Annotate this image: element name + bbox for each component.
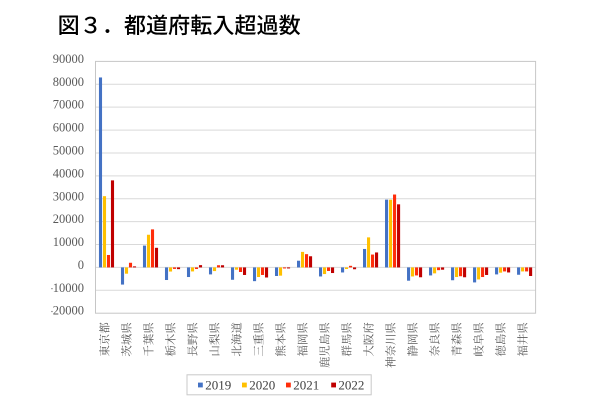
svg-text:2020: 2020 — [249, 377, 275, 392]
svg-text:40000: 40000 — [53, 166, 84, 180]
svg-text:0: 0 — [78, 258, 84, 272]
svg-text:20000: 20000 — [53, 212, 84, 226]
svg-text:10000: 10000 — [53, 281, 84, 295]
svg-text:50000: 50000 — [53, 143, 84, 157]
svg-text:20000: 20000 — [53, 304, 84, 318]
svg-text:60000: 60000 — [53, 121, 84, 135]
svg-text:2019: 2019 — [205, 377, 231, 392]
svg-text:2021: 2021 — [293, 377, 319, 392]
svg-text:30000: 30000 — [53, 189, 84, 203]
svg-text:80000: 80000 — [53, 75, 84, 89]
svg-text:70000: 70000 — [53, 98, 84, 112]
svg-text:90000: 90000 — [53, 52, 84, 66]
svg-text:2022: 2022 — [338, 377, 364, 392]
svg-text:10000: 10000 — [53, 235, 84, 249]
